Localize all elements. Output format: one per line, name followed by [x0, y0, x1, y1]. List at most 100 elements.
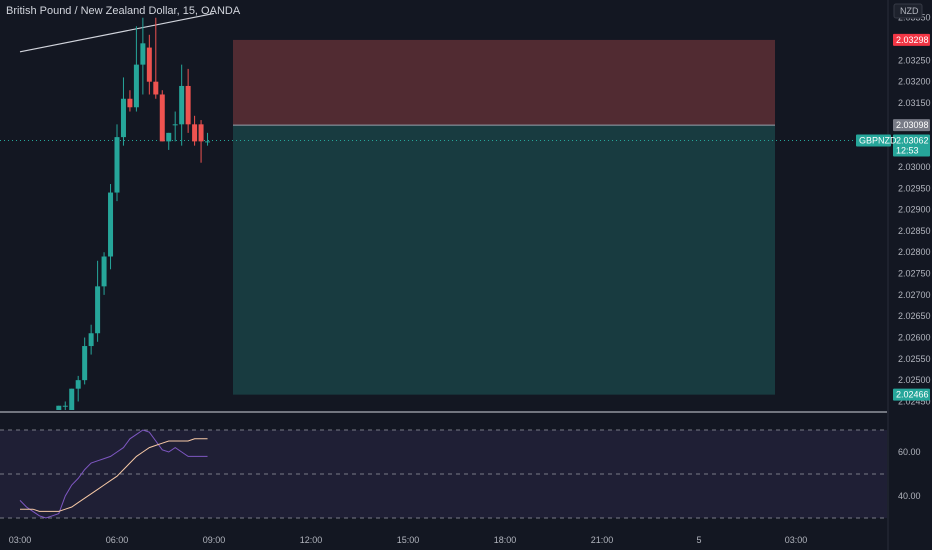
candle-body [159, 94, 165, 142]
candle-body [146, 47, 152, 82]
candle-body [205, 141, 211, 143]
time-axis[interactable]: 03:00 06:00 09:00 12:00 15:00 18:00 21:00 5 03:0… [9, 535, 808, 545]
candle [159, 90, 165, 142]
stop-price-tag-text: 2.03298 [896, 35, 929, 45]
candle [75, 375, 81, 402]
candle-body [75, 380, 81, 389]
candle [146, 34, 152, 95]
candle-body [62, 405, 68, 407]
candle-body [95, 286, 101, 334]
rsi-tick-label: 40.00 [898, 491, 921, 501]
time-tick-label: 18:00 [494, 535, 517, 545]
time-tick-label: 12:00 [300, 535, 323, 545]
candle-body [179, 85, 185, 125]
rsi-line [19, 429, 208, 519]
position-tool[interactable] [233, 39, 775, 395]
target-price-tag: 2.02466 [893, 388, 930, 401]
price-tick-label: 2.02800 [898, 247, 931, 257]
candle-body [198, 124, 204, 142]
time-tick-label: 09:00 [203, 535, 226, 545]
time-tick-label: 06:00 [106, 535, 129, 545]
trend-line[interactable] [19, 12, 215, 53]
candle-body [82, 346, 88, 381]
candle [108, 184, 114, 270]
currency-button[interactable]: NZD [893, 3, 923, 19]
price-tick-label: 2.02600 [898, 333, 931, 343]
stop-price-tag-box [893, 33, 930, 46]
candle-body [166, 132, 172, 142]
rsi-ma-line [20, 438, 208, 512]
candle [172, 111, 178, 142]
candle-body [108, 192, 114, 257]
candle [205, 132, 211, 146]
time-tick-label: 15:00 [397, 535, 420, 545]
symbol-tag-text: GBPNZD [859, 136, 897, 146]
candle-body [101, 256, 107, 287]
candle-body [120, 98, 126, 138]
price-tick-label: 2.03250 [898, 55, 931, 65]
entry-price-tag-box [893, 119, 930, 132]
price-tick-label: 2.02900 [898, 205, 931, 215]
price-tick-label: 2.02850 [898, 226, 931, 236]
price-axis[interactable]: 2.033502.032502.032002.031502.030002.029… [898, 13, 931, 501]
candle [179, 64, 185, 146]
candle [56, 405, 62, 410]
chart-title: British Pound / New Zealand Dollar, 15, … [6, 5, 241, 17]
candle-body [185, 85, 191, 125]
current-price-box [893, 134, 930, 157]
candle [140, 17, 146, 95]
candle [198, 120, 204, 163]
time-tick-label: 03:00 [785, 535, 808, 545]
candles-group [56, 17, 211, 410]
price-tick-label: 2.02450 [898, 396, 931, 406]
candle [82, 337, 88, 385]
currency-button-label: NZD [900, 6, 919, 16]
price-tick-label: 2.02650 [898, 311, 931, 321]
candle-body [192, 124, 198, 142]
time-tick-label: 5 [696, 535, 701, 545]
candle-body [153, 81, 159, 95]
price-tick-label: 2.02550 [898, 354, 931, 364]
candle [88, 324, 94, 355]
candle [69, 388, 75, 410]
candle-body [133, 64, 139, 108]
rsi-tick-label: 60.00 [898, 447, 921, 457]
stop-loss-zone[interactable] [233, 39, 775, 126]
take-profit-zone[interactable] [233, 125, 775, 395]
candle [166, 132, 172, 150]
candle-body [127, 98, 133, 108]
rsi-pane [0, 429, 887, 519]
price-grid [0, 0, 889, 550]
price-tick-label: 2.02700 [898, 290, 931, 300]
entry-price-tag-text: 2.03098 [896, 120, 929, 130]
candle [133, 26, 139, 112]
entry-price-tag: 2.03098 [893, 119, 930, 132]
candle [95, 260, 101, 342]
symbol-tag-box [856, 134, 891, 147]
price-tick-label: 2.03150 [898, 98, 931, 108]
countdown-text: 12:53 [896, 146, 919, 156]
candle-body [56, 405, 62, 410]
candle [153, 17, 159, 99]
price-tick-label: 2.02950 [898, 183, 931, 193]
candle [101, 252, 107, 295]
price-tick-label: 2.02750 [898, 269, 931, 279]
target-price-tag-box [893, 388, 930, 401]
target-price-tag-text: 2.02466 [896, 390, 929, 400]
candle [185, 68, 191, 133]
time-tick-label: 21:00 [591, 535, 614, 545]
currency-button-box [893, 3, 923, 19]
candle [127, 90, 133, 112]
candle-body [140, 43, 146, 65]
stop-price-tag: 2.03298 [893, 33, 930, 46]
candle [62, 401, 68, 410]
price-tick-label: 2.02500 [898, 375, 931, 385]
candle-body [114, 137, 120, 193]
price-tick-label: 2.03200 [898, 77, 931, 87]
current-price-text: 2.03062 [896, 136, 929, 146]
candle-body [69, 388, 75, 410]
price-tick-label: 2.03000 [898, 162, 931, 172]
